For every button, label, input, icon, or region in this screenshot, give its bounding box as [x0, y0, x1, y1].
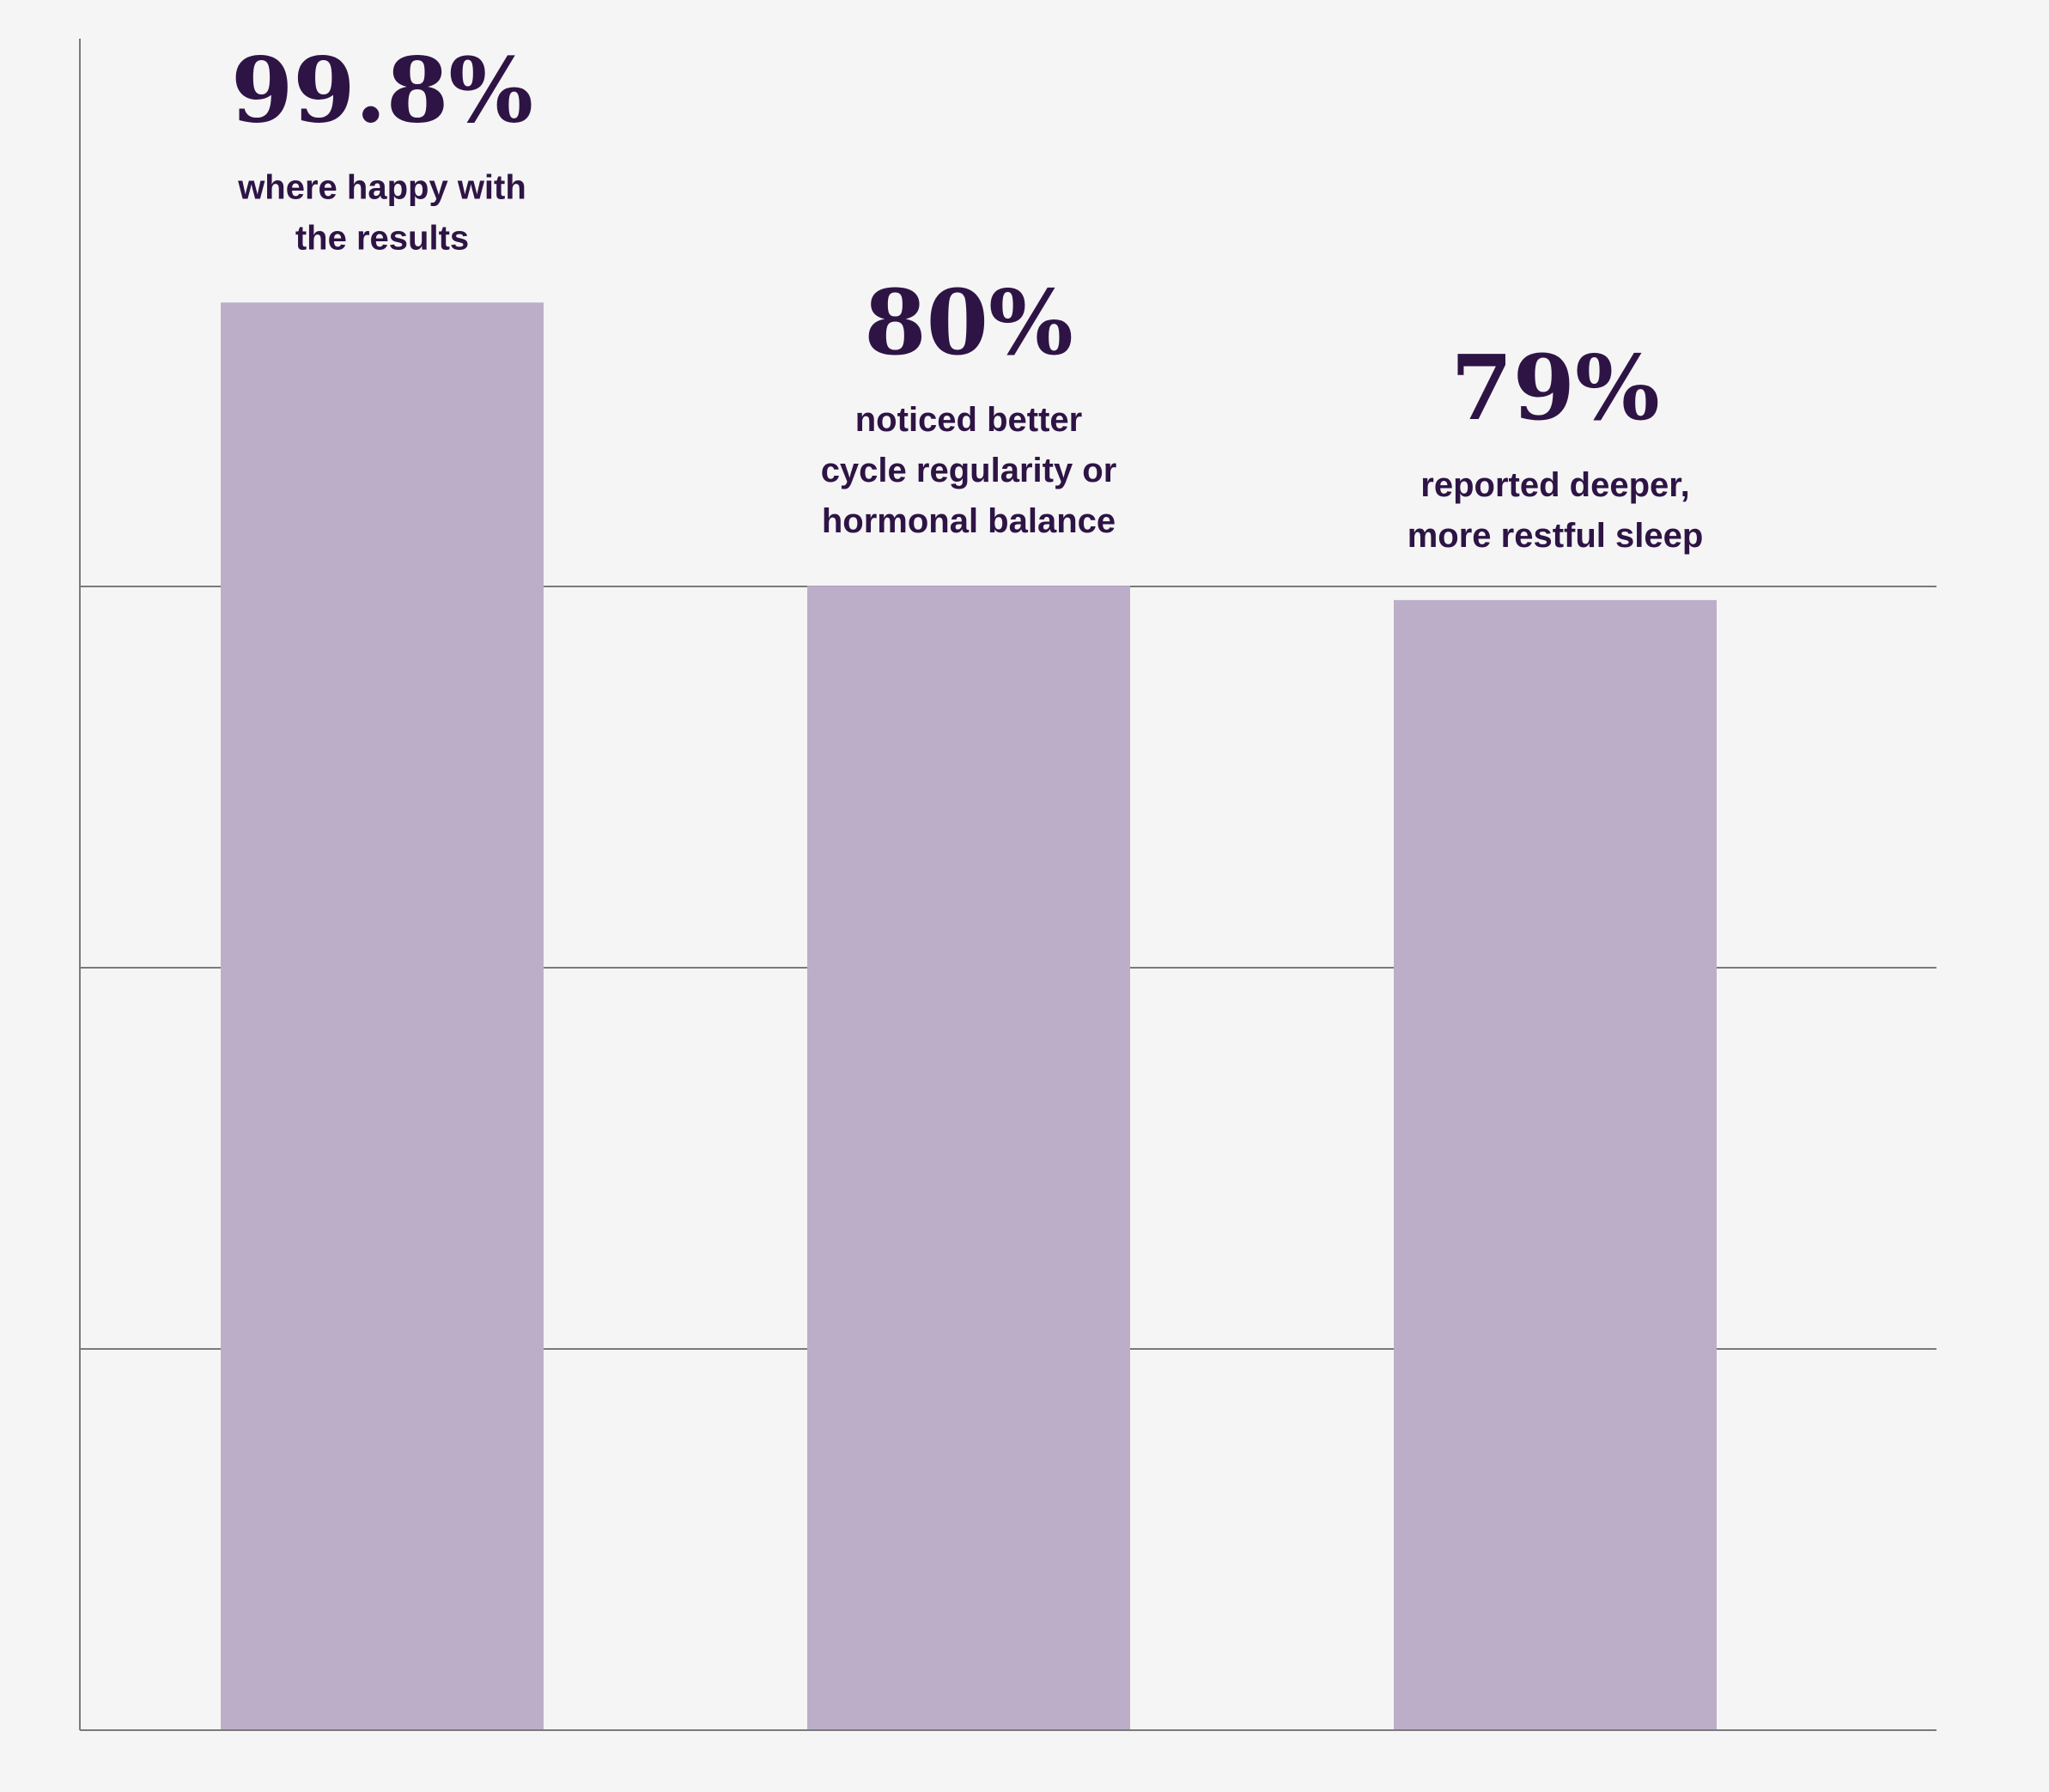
bar	[807, 586, 1130, 1731]
bar-description-line: hormonal balance	[822, 502, 1116, 540]
bar-description-line: noticed better	[855, 401, 1082, 439]
bar-description-line: where happy with	[237, 168, 526, 206]
bar-description-line: the results	[295, 219, 469, 257]
labels: where happy with the results 99.8% noticed …	[231, 37, 1703, 555]
bar	[221, 302, 544, 1730]
bar-value-label: 80%	[864, 270, 1073, 375]
bar-description-line: cycle regularity or	[821, 452, 1117, 489]
bar-description-line: reported deeper,	[1420, 466, 1689, 504]
bar-description-line: more restful sleep	[1408, 517, 1704, 555]
bar	[1394, 599, 1717, 1730]
axes	[79, 39, 1937, 1731]
bar-value-label: 99.8%	[231, 37, 533, 143]
bars	[221, 302, 1717, 1731]
bar-value-label: 79%	[1450, 335, 1660, 440]
